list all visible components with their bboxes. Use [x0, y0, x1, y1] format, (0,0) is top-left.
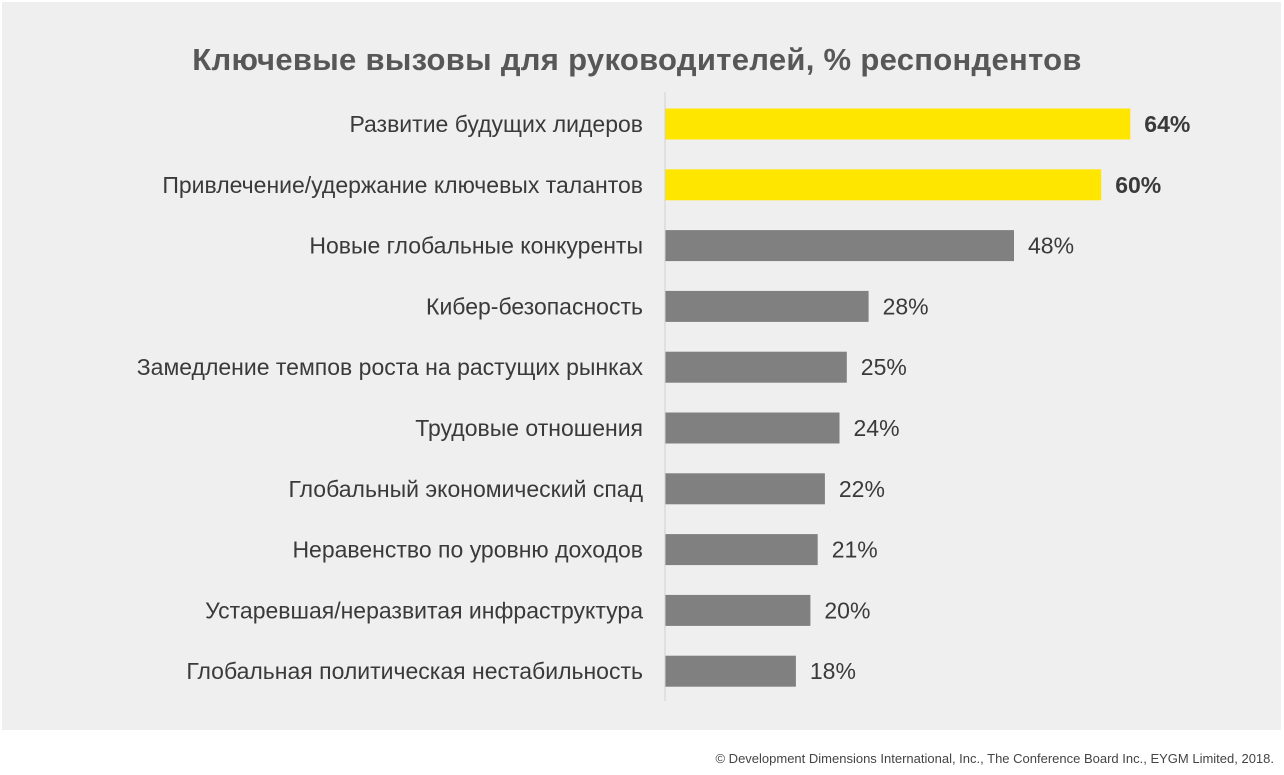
- category-label: Глобальный экономический спад: [288, 476, 643, 502]
- value-label: 64%: [1144, 111, 1190, 137]
- chart-title: Ключевые вызовы для руководителей, % рес…: [192, 42, 1082, 77]
- value-label: 48%: [1028, 233, 1074, 259]
- category-label: Кибер-безопасность: [426, 293, 643, 319]
- category-label: Развитие будущих лидеров: [349, 111, 643, 137]
- category-label: Трудовые отношения: [415, 415, 643, 441]
- category-label: Устаревшая/неразвитая инфраструктура: [205, 597, 643, 623]
- value-label: 28%: [883, 293, 929, 319]
- category-label: Замедление темпов роста на растущих рынк…: [137, 354, 644, 380]
- bar: [665, 230, 1014, 262]
- bar: [665, 594, 811, 626]
- bar: [665, 351, 847, 383]
- value-label: 18%: [810, 658, 856, 684]
- value-label: 25%: [861, 354, 907, 380]
- bar: [665, 169, 1102, 201]
- bar: [665, 534, 818, 566]
- value-label: 20%: [824, 597, 870, 623]
- bar: [665, 473, 825, 505]
- category-label: Привлечение/удержание ключевых талантов: [162, 172, 643, 198]
- category-label: Неравенство по уровню доходов: [292, 537, 643, 563]
- value-label: 24%: [854, 415, 900, 441]
- category-label: Новые глобальные конкуренты: [309, 233, 643, 259]
- value-label: 21%: [832, 537, 878, 563]
- bar: [665, 290, 869, 322]
- bar: [665, 108, 1131, 140]
- bar: [665, 655, 796, 687]
- value-label: 22%: [839, 476, 885, 502]
- value-label: 60%: [1115, 172, 1161, 198]
- source-credit: © Development Dimensions International, …: [715, 751, 1274, 766]
- category-label: Глобальная политическая нестабильность: [186, 658, 643, 684]
- bar: [665, 412, 840, 444]
